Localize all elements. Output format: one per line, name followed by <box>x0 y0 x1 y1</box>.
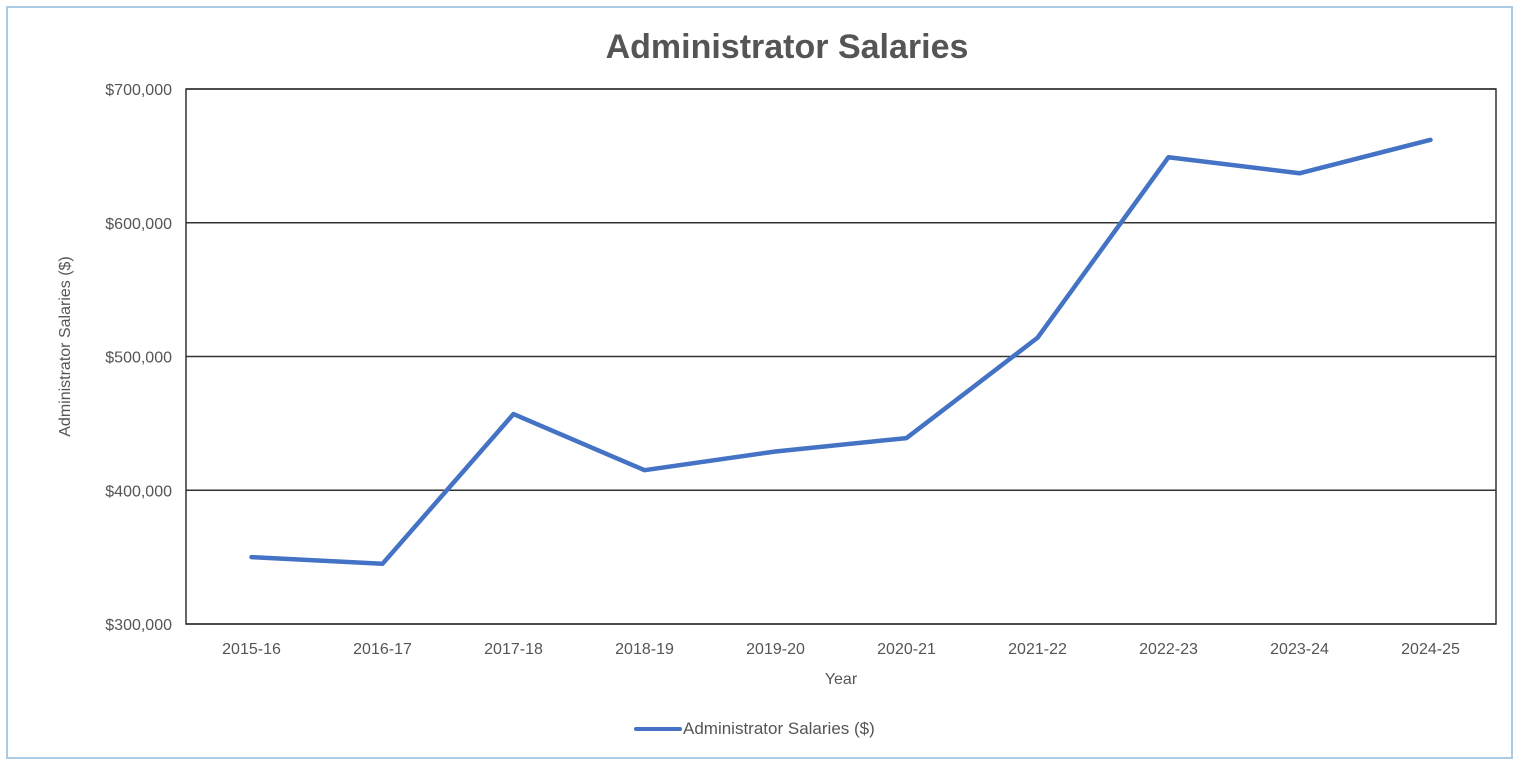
plot-area <box>185 88 1497 625</box>
x-tick-label: 2016-17 <box>353 641 412 658</box>
chart-title: Administrator Salaries <box>606 28 969 66</box>
y-tick-label: $700,000 <box>105 82 172 99</box>
x-tick-label: 2017-18 <box>484 641 543 658</box>
legend-entry: Administrator Salaries ($) <box>683 719 875 738</box>
series-line <box>249 137 1433 567</box>
y-tick-label: $600,000 <box>105 216 172 233</box>
series-layer <box>249 137 1433 567</box>
chart-frame <box>6 6 1513 759</box>
y-tick-label: $300,000 <box>105 617 172 634</box>
x-tick-label: 2023-24 <box>1270 641 1329 658</box>
y-axis-label: Administrator Salaries ($) <box>57 256 74 437</box>
x-tick-label: 2019-20 <box>746 641 805 658</box>
x-axis-label: Year <box>825 671 858 688</box>
x-tick-label: 2020-21 <box>877 641 936 658</box>
y-gridlines <box>186 88 1496 625</box>
y-tick-label: $500,000 <box>105 350 172 367</box>
x-tick-label: 2022-23 <box>1139 641 1198 658</box>
legend: Administrator Salaries ($) <box>634 719 875 738</box>
x-tick-label: 2015-16 <box>222 641 281 658</box>
x-tick-label: 2024-25 <box>1401 641 1460 658</box>
y-tick-label: $400,000 <box>105 483 172 500</box>
x-tick-label: 2018-19 <box>615 641 674 658</box>
x-axis-ticks: 2015-16 2016-17 2017-18 2018-19 2019-20 2020-… <box>222 641 1460 658</box>
x-tick-label: 2021-22 <box>1008 641 1067 658</box>
y-axis-ticks: $300,000 $400,000 $500,000 $600,000 $700,000 <box>105 82 172 634</box>
